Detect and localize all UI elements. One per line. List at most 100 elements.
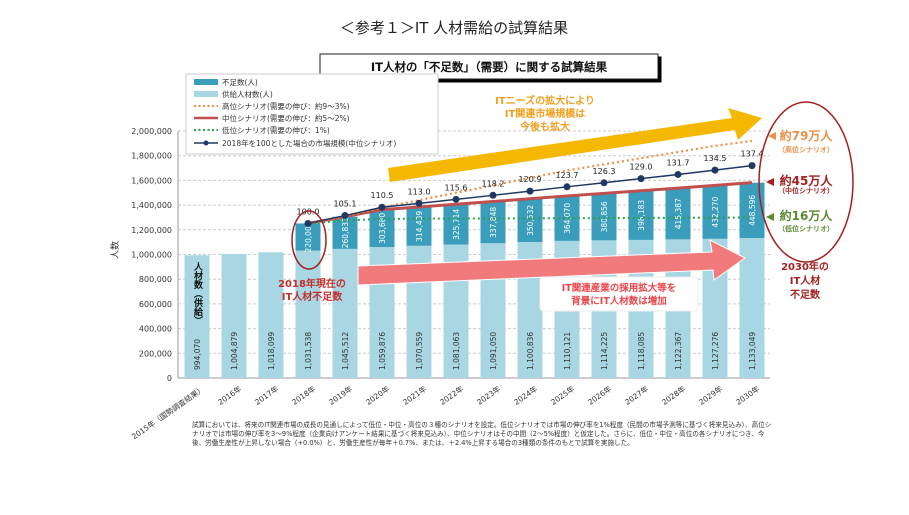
bar-shortage-label: 380,856 [600, 201, 609, 232]
bar-supply-label: 1,031,538 [304, 332, 313, 370]
chart-title: IT人材の「不足数」（需要）に関する試算結果 [371, 60, 608, 74]
svg-text:今後も拡大: 今後も拡大 [519, 120, 570, 133]
x-tick-label: 2021年 [401, 383, 429, 407]
page-title: ＜参考１＞IT 人材需給の試算結果 [340, 19, 568, 37]
y-tick-label: 200,000 [139, 349, 172, 358]
bar-shortage-label: 364,070 [563, 203, 572, 234]
market-index-label: 113.0 [408, 187, 431, 196]
bar-shortage-label: 303,680 [378, 213, 387, 244]
x-tick-label: 2023年 [475, 383, 503, 407]
bar-shortage [480, 201, 506, 244]
market-index-point [341, 212, 349, 220]
bar-supply-label: 1,122,367 [674, 332, 683, 370]
bar-shortage [517, 198, 543, 243]
bar-supply-label: 1,110,121 [563, 332, 572, 370]
market-index-label: 115.6 [445, 183, 468, 192]
svg-text:約45万人: 約45万人 [780, 173, 834, 188]
x-tick-label: 2020年 [364, 383, 392, 407]
y-tick-label: 800,000 [139, 275, 172, 284]
x-tick-label: 2024年 [512, 383, 540, 407]
bar-shortage-label: 337,848 [489, 207, 498, 238]
svg-text:背景にIT人材数は増加: 背景にIT人材数は増加 [571, 295, 667, 307]
scenario-lines: 100.0 105.1 110.5 113.0 115.6 118.2 120.9 123.7… [297, 139, 763, 227]
bar-supply-label: 1,091,050 [489, 332, 498, 370]
bar-supply-label: 1,070,559 [415, 332, 424, 370]
legend-index: 2018年を100とした場合の市場規模(中位シナリオ) [222, 138, 396, 148]
legend-swatch-shortage [194, 79, 218, 85]
legend: 不足数(人) 供給人材数(人) 高位シナリオ(需要の伸び：約9～3%) 中位シナ… [185, 73, 439, 155]
bar-supply [184, 255, 210, 378]
bar-supply [258, 252, 284, 378]
x-tick-label: 2028年 [660, 383, 688, 407]
bar-supply-label: 1,081,063 [452, 332, 461, 370]
bar-supply [739, 238, 765, 378]
supply-growth-box [539, 276, 699, 312]
legend-shortage: 不足数(人) [222, 77, 258, 87]
bar-shortage [369, 209, 395, 248]
bar-shortage [443, 204, 469, 245]
bar-shortage-label: 415,387 [674, 198, 683, 229]
svg-text:（中位シナリオ）: （中位シナリオ） [778, 186, 834, 195]
scenario-low-callout: 約16万人 （低位シナリオ） [766, 208, 834, 233]
bar-supply-label: 1,004,879 [230, 332, 239, 370]
market-index-label: 129.0 [630, 163, 653, 172]
shortage-2018-circle [291, 210, 327, 270]
market-index-label: 120.9 [519, 175, 542, 184]
bar-supply-label: 994,070 [193, 339, 202, 370]
bar-supply-label: 1,114,225 [600, 332, 609, 370]
x-tick-label: 2022年 [438, 383, 466, 407]
bar-shortage [739, 182, 765, 239]
shortage-2018-text: 2018年現在の IT人材不足数 [278, 277, 346, 303]
bar-shortage-label: 260,835 [341, 217, 350, 248]
market-index-point [637, 175, 645, 183]
y-tick-label: 600,000 [139, 300, 172, 309]
market-index-point [526, 187, 534, 195]
scenario-high-callout: 約79万人 （高位シナリオ） [768, 128, 834, 154]
needs-growth-arrow [388, 108, 762, 182]
line-low-scenario [307, 216, 753, 225]
market-index-point [748, 162, 756, 170]
x-tick-label: 2018年 [290, 383, 318, 407]
y-tick-label: 0 [167, 374, 172, 383]
bar-shortage-label: 325,714 [452, 209, 461, 240]
legend-low: 低位シナリオ(需要の伸び：1%) [222, 125, 330, 135]
bar-shortage-label: 314,439 [415, 211, 424, 242]
supply-growth-arrow [357, 239, 746, 286]
market-index-point [489, 191, 497, 199]
y-tick-label: 1,800,000 [131, 152, 172, 161]
bar-supply-label: 1,018,099 [267, 332, 276, 370]
first-bar-label: 人材数（供給） [192, 262, 202, 325]
x-tick-label: 2016年 [216, 383, 244, 407]
svg-text:2030年の: 2030年の [781, 260, 829, 273]
bar-shortage [406, 206, 432, 246]
x-tick-label: 2030年 [734, 383, 762, 407]
legend-high: 高位シナリオ(需要の伸び：約9～3%) [222, 101, 350, 111]
shortage-2030-circle [758, 101, 854, 263]
svg-text:（低位シナリオ）: （低位シナリオ） [778, 224, 834, 233]
market-index-label: 100.0 [297, 207, 320, 216]
bar-shortage [591, 193, 617, 241]
svg-text:IT関連産業の採用拡大等を: IT関連産業の採用拡大等を [562, 282, 677, 294]
market-index-label: 123.7 [556, 171, 579, 180]
market-index-label: 105.1 [334, 200, 357, 209]
svg-text:約16万人: 約16万人 [780, 208, 834, 223]
needs-growth-text: ITニーズの拡大により IT関連市場規模は 今後も拡大 [495, 94, 595, 133]
svg-text:IT関連市場規模は: IT関連市場規模は [505, 107, 586, 120]
svg-text:（高位シナリオ）: （高位シナリオ） [778, 145, 834, 154]
market-index-label: 131.7 [667, 158, 690, 167]
bar-supply-label: 1,045,512 [341, 332, 350, 370]
market-index-label: 110.5 [371, 191, 394, 200]
bar-shortage-label: 432,270 [711, 196, 720, 227]
market-index-point [452, 195, 460, 203]
bar-shortage [332, 216, 358, 249]
bar-supply-label: 1,127,276 [711, 332, 720, 370]
x-tick-label: 2017年 [253, 383, 281, 407]
shortage-2030-text: 2030年の IT人材 不足数 [781, 260, 829, 301]
bar-shortage-label: 350,532 [526, 205, 535, 236]
svg-text:約79万人: 約79万人 [780, 128, 834, 143]
legend-supply: 供給人材数(人) [222, 89, 273, 99]
market-index-label: 118.2 [482, 179, 505, 188]
scenario-mid-callout: 約45万人 （中位シナリオ） [766, 173, 834, 195]
x-tick-label: 2026年 [586, 383, 614, 407]
